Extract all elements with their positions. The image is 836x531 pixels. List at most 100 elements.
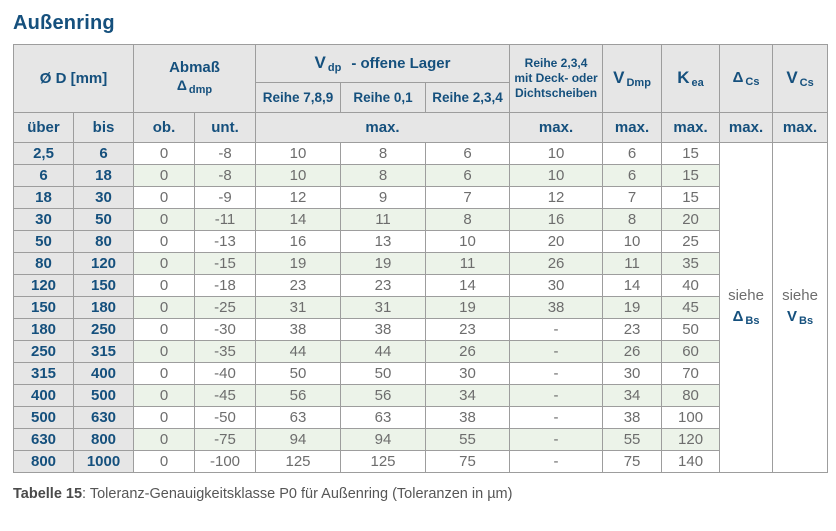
cell-r789: 125 [255,450,341,473]
header-reihe-789: Reihe 7,8,9 [255,82,341,113]
cell-r234: 14 [424,274,511,297]
table-row: 150 180 0 -25 31 31 19 38 19 45 [13,296,828,319]
cell-bis: 120 [73,252,134,275]
cell-r234: 11 [424,252,511,275]
header-max-vdp: max. [254,112,511,143]
cell-r01: 38 [340,318,426,341]
cell-bis: 400 [73,362,134,385]
page-title: Außenring [13,12,115,34]
cell-kea: 50 [661,318,721,341]
cell-deck: - [509,428,604,451]
cell-r234: 7 [424,186,511,209]
header-max-kea: max. [661,112,721,143]
table-row: 80 120 0 -15 19 19 11 26 11 35 [13,252,828,275]
header-max-vcs: max. [772,112,829,143]
cell-ob: 0 [133,252,195,275]
cell-r234: 6 [424,164,511,187]
cell-unt: -13 [194,230,256,253]
cell-ueber: 18 [13,186,74,209]
cell-r01: 56 [340,384,426,407]
cell-unt: -75 [194,428,256,451]
cell-vdmp: 11 [602,252,663,275]
cell-r789: 23 [255,274,341,297]
cell-r789: 12 [255,186,341,209]
cell-unt: -25 [194,296,256,319]
cell-ob: 0 [133,406,195,429]
cell-ob: 0 [133,230,195,253]
header-delta-cs: Δ Cs [719,44,774,113]
cell-unt: -35 [194,340,256,363]
cell-kea: 35 [661,252,721,275]
cell-r234: 26 [424,340,511,363]
cell-ob: 0 [133,186,195,209]
cell-r01: 8 [340,164,426,187]
cell-r789: 10 [255,142,341,165]
cell-kea: 100 [661,406,721,429]
cell-deck: 26 [509,252,604,275]
cell-vdmp: 75 [602,450,663,473]
cell-ueber: 500 [13,406,74,429]
cell-unt: -9 [194,186,256,209]
cell-r234: 38 [424,406,511,429]
cell-deck: 20 [509,230,604,253]
cell-r01: 23 [340,274,426,297]
table-row: 120 150 0 -18 23 23 14 30 14 40 [13,274,828,297]
cell-vdmp: 6 [602,164,663,187]
cell-r01: 9 [340,186,426,209]
cell-ueber: 400 [13,384,74,407]
cell-r234: 23 [424,318,511,341]
cell-unt: -18 [194,274,256,297]
cell-ob: 0 [133,296,195,319]
header-diameter: Ø D [mm] [13,44,134,113]
cell-ob: 0 [133,362,195,385]
table-row: 500 630 0 -50 63 63 38-38 100 [13,406,828,429]
caption-text: : Toleranz-Genauigkeitsklasse P0 für Auß… [82,486,513,502]
cell-vdmp: 6 [602,142,663,165]
header-vdmp: V Dmp [602,44,663,113]
caption-label: Tabelle 15 [13,486,83,502]
cell-bis: 800 [73,428,134,451]
cell-deck: 16 [509,208,604,231]
cell-r01: 31 [340,296,426,319]
table-row: 315 400 0 -40 50 50 30-30 70 [13,362,828,385]
cell-r01: 63 [340,406,426,429]
cell-unt: -11 [194,208,256,231]
table-row: 180 250 0 -30 38 38 23-23 50 [13,318,828,341]
cell-unt: -45 [194,384,256,407]
cell-unt: -100 [194,450,256,473]
header-ob: ob. [133,112,195,143]
cell-kea: 25 [661,230,721,253]
cell-ueber: 80 [13,252,74,275]
cell-r789: 16 [255,230,341,253]
cell-vdmp: 7 [602,186,663,209]
v-cs-reference-cell: siehe V Bs [772,142,829,473]
cell-ueber: 120 [13,274,74,297]
cell-r789: 14 [255,208,341,231]
cell-kea: 40 [661,274,721,297]
cell-kea: 15 [661,142,721,165]
cell-r789: 31 [255,296,341,319]
cell-kea: 120 [661,428,721,451]
cell-r234: 6 [424,142,511,165]
cell-ob: 0 [133,208,195,231]
cell-r789: 56 [255,384,341,407]
cell-unt: -8 [194,164,256,187]
cell-kea: 70 [661,362,721,385]
cell-deck: 10 [509,164,604,187]
cell-ob: 0 [133,384,195,407]
cell-r234: 34 [424,384,511,407]
cell-deck: - [509,406,604,429]
cell-vdmp: 23 [602,318,663,341]
cell-vdmp: 38 [602,406,663,429]
cell-r01: 44 [340,340,426,363]
cell-r789: 19 [255,252,341,275]
header-ueber: über [13,112,74,143]
cell-r789: 38 [255,318,341,341]
cell-ueber: 150 [13,296,74,319]
cell-r01: 94 [340,428,426,451]
cell-vdmp: 19 [602,296,663,319]
cell-ueber: 315 [13,362,74,385]
cell-bis: 630 [73,406,134,429]
